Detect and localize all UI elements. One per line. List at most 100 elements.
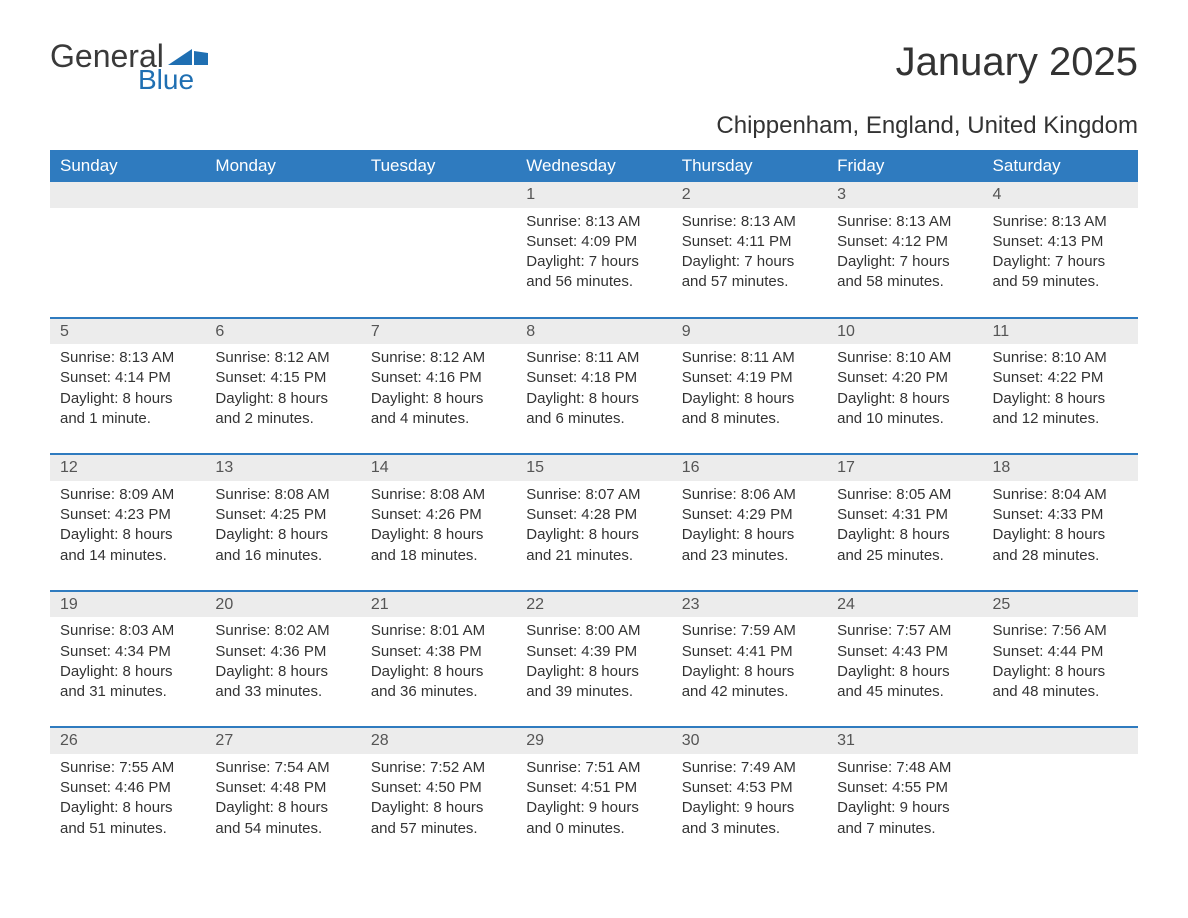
day-number-cell: 8 [516,318,671,345]
day-info-cell: Sunrise: 7:59 AMSunset: 4:41 PMDaylight:… [672,617,827,727]
daylight-text: Daylight: 8 hours [526,389,661,409]
day-number-cell: 24 [827,591,982,618]
sunrise-text: Sunrise: 8:06 AM [682,485,817,505]
day-info-cell: Sunrise: 7:51 AMSunset: 4:51 PMDaylight:… [516,754,671,863]
daylight-text: and 57 minutes. [371,819,506,839]
day-info-cell: Sunrise: 8:00 AMSunset: 4:39 PMDaylight:… [516,617,671,727]
sunset-text: Sunset: 4:13 PM [993,232,1128,252]
sunset-text: Sunset: 4:20 PM [837,368,972,388]
daylight-text: and 54 minutes. [215,819,350,839]
week-daynum-row: 12131415161718 [50,454,1138,481]
daylight-text: and 36 minutes. [371,682,506,702]
day-header: Saturday [983,150,1138,182]
day-header: Friday [827,150,982,182]
daylight-text: Daylight: 9 hours [526,798,661,818]
week-info-row: Sunrise: 8:03 AMSunset: 4:34 PMDaylight:… [50,617,1138,727]
sunrise-text: Sunrise: 8:12 AM [215,348,350,368]
day-info-cell: Sunrise: 7:48 AMSunset: 4:55 PMDaylight:… [827,754,982,863]
daylight-text: Daylight: 8 hours [371,525,506,545]
daylight-text: Daylight: 8 hours [60,662,195,682]
day-info-cell: Sunrise: 8:08 AMSunset: 4:26 PMDaylight:… [361,481,516,591]
day-header: Wednesday [516,150,671,182]
week-info-row: Sunrise: 7:55 AMSunset: 4:46 PM Daylight:… [50,754,1138,863]
sunset-text: Sunset: 4:29 PM [682,505,817,525]
daylight-text: and 57 minutes. [682,272,817,292]
day-info-cell: Sunrise: 8:02 AMSunset: 4:36 PMDaylight:… [205,617,360,727]
day-info-cell: Sunrise: 8:13 AMSunset: 4:12 PMDaylight:… [827,208,982,318]
sunset-text: Sunset: 4:36 PM [215,642,350,662]
sunrise-text: Sunrise: 8:13 AM [60,348,195,368]
sunset-text: Sunset: 4:51 PM [526,778,661,798]
day-number-cell: 17 [827,454,982,481]
day-info-cell: Sunrise: 8:12 AMSunset: 4:16 PMDaylight:… [361,344,516,454]
day-info-cell: Sunrise: 7:49 AMSunset: 4:53 PMDaylight:… [672,754,827,863]
daylight-text: Daylight: 8 hours [371,389,506,409]
day-info-cell: Sunrise: 7:56 AMSunset: 4:44 PMDaylight:… [983,617,1138,727]
day-number-cell: 21 [361,591,516,618]
sunset-text: Sunset: 4:28 PM [526,505,661,525]
daylight-text: Daylight: 8 hours [60,389,195,409]
day-number-cell: 7 [361,318,516,345]
daylight-text: and 23 minutes. [682,546,817,566]
daylight-text: and 2 minutes. [215,409,350,429]
sunrise-text: Sunrise: 8:13 AM [682,212,817,232]
sunrise-text: Sunrise: 8:13 AM [837,212,972,232]
day-info-cell: Sunrise: 8:11 AMSunset: 4:18 PMDaylight:… [516,344,671,454]
daylight-text: Daylight: 8 hours [215,525,350,545]
daylight-text: Daylight: 8 hours [371,662,506,682]
day-info-cell: Sunrise: 8:13 AMSunset: 4:09 PMDaylight:… [516,208,671,318]
daylight-text: and 56 minutes. [526,272,661,292]
sunset-text: Sunset: 4:12 PM [837,232,972,252]
page-title: January 2025 [896,40,1138,85]
daylight-text: Daylight: 9 hours [682,798,817,818]
sunset-text: Sunset: 4:44 PM [993,642,1128,662]
daylight-text: Daylight: 7 hours [526,252,661,272]
week-daynum-row: 1234 [50,182,1138,208]
daylight-text: Daylight: 8 hours [682,389,817,409]
sunrise-text: Sunrise: 8:01 AM [371,621,506,641]
week-info-row: Sunrise: 8:13 AMSunset: 4:09 PMDaylight:… [50,208,1138,318]
daylight-text: and 58 minutes. [837,272,972,292]
sunrise-text: Sunrise: 7:49 AM [682,758,817,778]
day-number-cell: 5 [50,318,205,345]
daylight-text: and 42 minutes. [682,682,817,702]
daylight-text: Daylight: 8 hours [215,798,350,818]
day-number-cell: 19 [50,591,205,618]
day-info-cell: Sunrise: 8:11 AMSunset: 4:19 PMDaylight:… [672,344,827,454]
day-number-cell: 20 [205,591,360,618]
sunrise-text: Sunrise: 7:55 AM [60,758,195,778]
daylight-text: Daylight: 7 hours [837,252,972,272]
sunrise-text: Sunrise: 7:57 AM [837,621,972,641]
daylight-text: and 25 minutes. [837,546,972,566]
daylight-text: Daylight: 8 hours [682,525,817,545]
day-number-cell: 18 [983,454,1138,481]
sunset-text: Sunset: 4:31 PM [837,505,972,525]
sunrise-text: Sunrise: 8:10 AM [993,348,1128,368]
daylight-text: and 31 minutes. [60,682,195,702]
sunset-text: Sunset: 4:55 PM [837,778,972,798]
daylight-text: Daylight: 7 hours [993,252,1128,272]
day-info-cell: Sunrise: 8:10 AMSunset: 4:22 PMDaylight:… [983,344,1138,454]
day-header: Monday [205,150,360,182]
sunrise-text: Sunrise: 8:07 AM [526,485,661,505]
day-header: Tuesday [361,150,516,182]
logo: General Blue [50,40,208,94]
sunrise-text: Sunrise: 7:54 AM [215,758,350,778]
day-number-cell: 16 [672,454,827,481]
sunset-text: Sunset: 4:46 PM [60,778,195,798]
day-header-row: Sunday Monday Tuesday Wednesday Thursday… [50,150,1138,182]
daylight-text: and 45 minutes. [837,682,972,702]
sunrise-text: Sunrise: 8:05 AM [837,485,972,505]
day-info-cell: Sunrise: 8:05 AMSunset: 4:31 PMDaylight:… [827,481,982,591]
calendar-table: Sunday Monday Tuesday Wednesday Thursday… [50,150,1138,863]
day-info-cell: Sunrise: 8:07 AMSunset: 4:28 PMDaylight:… [516,481,671,591]
daylight-text: Daylight: 9 hours [837,798,972,818]
day-info-cell: Sunrise: 8:13 AMSunset: 4:14 PMDaylight:… [50,344,205,454]
day-info-cell: Sunrise: 8:13 AMSunset: 4:11 PMDaylight:… [672,208,827,318]
sunset-text: Sunset: 4:16 PM [371,368,506,388]
day-number-cell [361,182,516,208]
sunset-text: Sunset: 4:38 PM [371,642,506,662]
day-number-cell: 22 [516,591,671,618]
sunrise-text: Sunrise: 8:08 AM [215,485,350,505]
sunset-text: Sunset: 4:14 PM [60,368,195,388]
